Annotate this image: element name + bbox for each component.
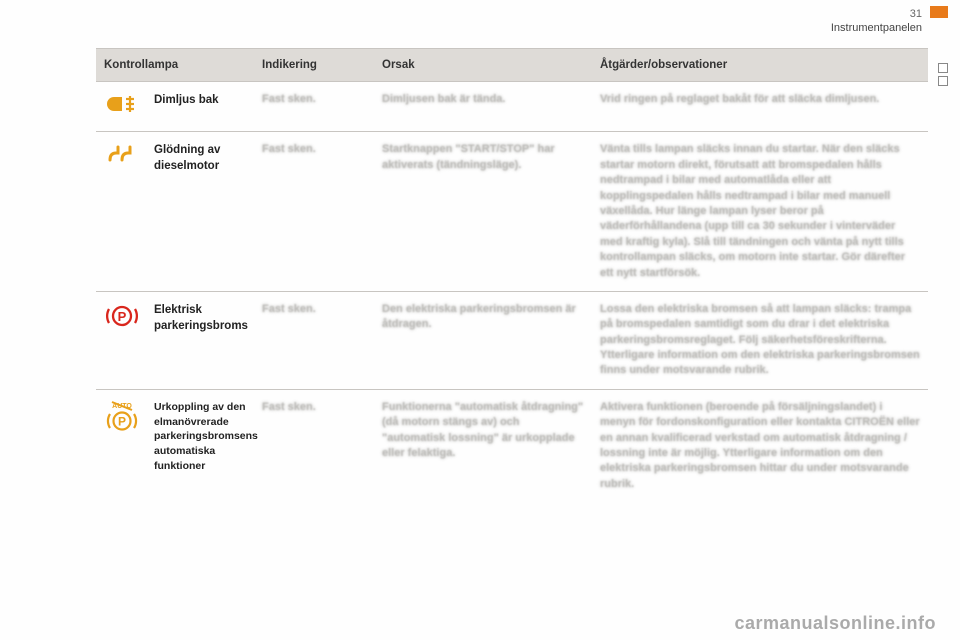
col-header-lamp: Kontrollampa xyxy=(96,49,254,82)
col-header-actions: Åtgärder/observationer xyxy=(592,49,928,82)
svg-text:P: P xyxy=(118,309,127,324)
side-markers xyxy=(930,60,948,89)
table-row: Dimljus bak Fast sken. Dimljusen bak är … xyxy=(96,82,928,132)
table-row: P Elektrisk parkeringsbroms Fast sken. D… xyxy=(96,291,928,389)
indication-text: Fast sken. xyxy=(262,400,366,415)
actions-text: Vänta tills lampan släcks innan du start… xyxy=(600,142,920,281)
orange-tab xyxy=(930,6,948,18)
table-row: AUTO P Urkoppling av den elmanövrerade p… xyxy=(96,389,928,502)
indication-text: Fast sken. xyxy=(262,142,366,157)
lamp-name: Dimljus bak xyxy=(154,92,246,108)
indication-text: Fast sken. xyxy=(262,92,366,107)
page: 31 Instrumentpanelen Kontrollampa Indike… xyxy=(0,0,960,640)
side-marker xyxy=(938,76,948,86)
lamp-name: Glödning av dieselmotor xyxy=(154,142,246,174)
indication-text: Fast sken. xyxy=(262,302,366,317)
preheat-icon xyxy=(104,142,140,166)
lamp-name: Urkoppling av den elmanövrerade parkerin… xyxy=(154,400,246,473)
actions-text: Aktivera funktionen (beroende på försälj… xyxy=(600,400,920,492)
col-header-cause: Orsak xyxy=(374,49,592,82)
svg-text:P: P xyxy=(118,414,126,428)
rear-fog-icon xyxy=(104,92,140,116)
actions-text: Vrid ringen på reglaget bakåt för att sl… xyxy=(600,92,920,107)
side-marker xyxy=(938,63,948,73)
lamp-name: Elektrisk parkeringsbroms xyxy=(154,302,246,334)
actions-text: Lossa den elektriska bromsen så att lamp… xyxy=(600,302,920,379)
cause-text: Den elektriska parkeringsbromsen är åtdr… xyxy=(382,302,584,333)
cause-text: Startknappen "START/STOP" har aktiverats… xyxy=(382,142,584,173)
table-header-row: Kontrollampa Indikering Orsak Åtgärder/o… xyxy=(96,49,928,82)
table-row: Glödning av dieselmotor Fast sken. Start… xyxy=(96,132,928,292)
icon-cell: AUTO P xyxy=(96,389,146,502)
electric-parking-brake-icon: P xyxy=(104,302,140,330)
icon-cell xyxy=(96,82,146,132)
icon-cell: P xyxy=(96,291,146,389)
cause-text: Funktionerna "automatisk åtdragning" (då… xyxy=(382,400,584,462)
page-number: 31 xyxy=(910,8,922,20)
footer-watermark: carmanualsonline.info xyxy=(734,613,936,634)
section-title: Instrumentpanelen xyxy=(831,22,922,34)
col-header-indication: Indikering xyxy=(254,49,374,82)
cause-text: Dimljusen bak är tända. xyxy=(382,92,584,107)
auto-parking-off-icon: AUTO P xyxy=(104,400,140,434)
warning-lamp-table: Kontrollampa Indikering Orsak Åtgärder/o… xyxy=(96,48,928,502)
icon-cell xyxy=(96,132,146,292)
